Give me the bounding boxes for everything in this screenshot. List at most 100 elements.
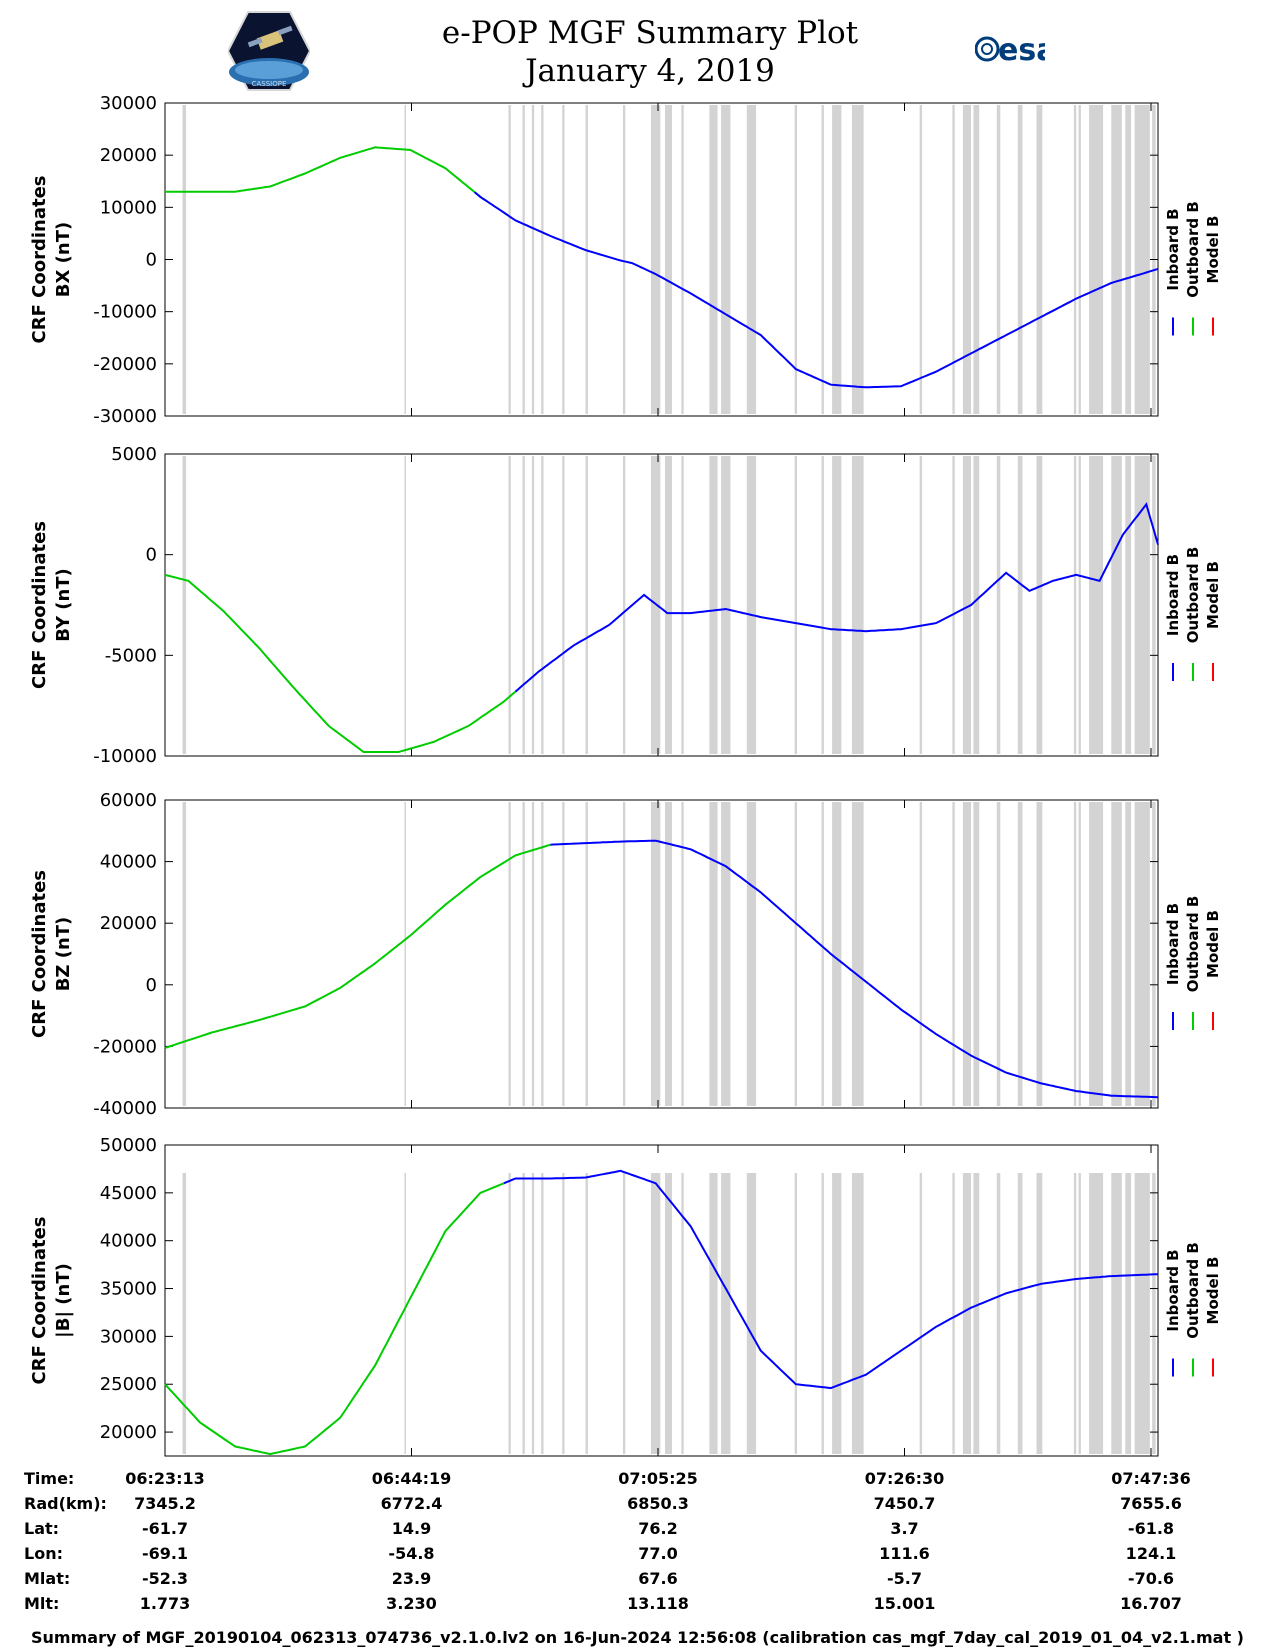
gap-band xyxy=(541,105,544,414)
gap-band xyxy=(1036,456,1043,754)
gap-band xyxy=(1036,802,1043,1106)
gap-band xyxy=(952,802,955,1106)
plot-frame xyxy=(164,102,1159,417)
gap-band xyxy=(404,1173,406,1454)
gap-band xyxy=(562,802,565,1106)
legend-label: Outboard B xyxy=(1184,201,1202,298)
gap-band xyxy=(182,1173,187,1454)
gap-band xyxy=(851,802,864,1106)
gap-band xyxy=(962,105,972,414)
gap-band xyxy=(851,456,864,754)
series-outboard-b xyxy=(164,573,517,753)
gap-band xyxy=(1152,456,1156,754)
gap-band xyxy=(973,1173,980,1454)
gap-band xyxy=(721,456,731,754)
y-axis-label-line2: BY (nT) xyxy=(53,568,74,642)
legend-label: Model B xyxy=(1204,910,1222,978)
gap-band xyxy=(973,105,980,414)
gap-band xyxy=(919,456,923,754)
gap-band xyxy=(1125,1173,1132,1454)
gap-band xyxy=(721,105,731,414)
gap-band xyxy=(952,105,955,414)
gap-band xyxy=(622,1173,626,1454)
gap-band xyxy=(919,802,923,1106)
gap-band xyxy=(996,456,1001,754)
series-outboard-b xyxy=(165,146,487,202)
y-axis-label: CRF Coordinates BZ (nT) xyxy=(29,870,74,1038)
gap-band xyxy=(182,456,187,754)
y-tick-label: 25000 xyxy=(100,1374,157,1395)
legend-label: Inboard B xyxy=(1164,1249,1182,1331)
y-axis-label-line1: CRF Coordinates xyxy=(29,870,50,1038)
gap-band xyxy=(681,802,684,1106)
gap-band xyxy=(794,456,798,754)
legend-label: Inboard B xyxy=(1164,903,1182,985)
gap-band xyxy=(522,456,525,754)
gap-band xyxy=(952,1173,955,1454)
y-tick-label: 20000 xyxy=(100,1422,157,1443)
gap-band xyxy=(1073,456,1077,754)
gap-band xyxy=(1078,456,1081,754)
gap-band xyxy=(832,1173,842,1454)
gap-band xyxy=(721,802,731,1106)
gap-band xyxy=(404,802,406,1106)
y-tick-label: 20000 xyxy=(100,913,157,934)
legend-label: Model B xyxy=(1204,561,1222,629)
series-outboard-b xyxy=(164,843,551,1049)
gap-band xyxy=(541,456,544,754)
legend-label: Outboard B xyxy=(1184,547,1202,644)
gap-band xyxy=(508,105,511,414)
gap-band xyxy=(508,802,511,1106)
y-axis-label-line1: CRF Coordinates xyxy=(29,176,50,344)
panel-3: 60000 40000 20000 0 -20000 -40000 CRF Coordina… xyxy=(29,790,1222,1119)
gap-band xyxy=(821,456,824,754)
gap-band xyxy=(821,105,824,414)
series-inboard-b xyxy=(473,191,1159,389)
panel-4: 50000 45000 40000 35000 30000 25000 20000 CRF C… xyxy=(29,1135,1222,1457)
series-inboard-b xyxy=(514,502,1159,693)
plot-frame xyxy=(164,453,1159,757)
gap-band xyxy=(746,802,757,1106)
gap-band xyxy=(746,105,757,414)
gap-band xyxy=(650,105,661,414)
gap-band xyxy=(996,1173,1001,1454)
gap-band xyxy=(794,1173,798,1454)
legend-label: Outboard B xyxy=(1184,896,1202,993)
gap-band xyxy=(522,1173,525,1454)
gap-band xyxy=(973,802,980,1106)
cassiope-logo: CASSIOPE xyxy=(228,11,310,91)
series-inboard-b xyxy=(550,839,1159,1099)
y-tick-label: 60000 xyxy=(100,790,157,811)
gap-band xyxy=(1089,105,1104,414)
gap-band xyxy=(681,1173,684,1454)
y-tick-label: 20000 xyxy=(100,145,157,166)
y-tick-label: 40000 xyxy=(100,852,157,873)
legend-label: Inboard B xyxy=(1164,208,1182,290)
gap-band xyxy=(746,1173,757,1454)
y-axis-label: CRF Coordinates BY (nT) xyxy=(29,521,74,689)
y-axis-label: CRF Coordinates |B| (nT) xyxy=(29,1217,74,1385)
gap-band xyxy=(562,456,565,754)
legend-label: Model B xyxy=(1204,1257,1222,1325)
gap-band xyxy=(1111,1173,1122,1454)
gap-band xyxy=(1017,802,1023,1106)
y-tick-label: 0 xyxy=(146,975,157,996)
gap-band xyxy=(851,105,864,414)
gap-band xyxy=(665,802,673,1106)
gap-band xyxy=(1017,105,1023,414)
y-tick-label: 50000 xyxy=(100,1135,157,1156)
plot-frame xyxy=(164,799,1159,1109)
gap-band xyxy=(585,802,588,1106)
gap-band xyxy=(1111,802,1122,1106)
y-tick-label: 45000 xyxy=(100,1183,157,1204)
gap-band xyxy=(404,105,406,414)
gap-band xyxy=(1073,105,1077,414)
legend: Inboard B Outboard B Model B xyxy=(1164,1242,1222,1377)
y-axis-label-line1: CRF Coordinates xyxy=(29,1217,50,1385)
gap-band xyxy=(1125,802,1132,1106)
gap-band xyxy=(650,1173,661,1454)
gap-band xyxy=(973,456,980,754)
gap-band xyxy=(665,105,673,414)
y-tick-label: -20000 xyxy=(93,1036,157,1057)
y-tick-label: 0 xyxy=(146,250,157,271)
